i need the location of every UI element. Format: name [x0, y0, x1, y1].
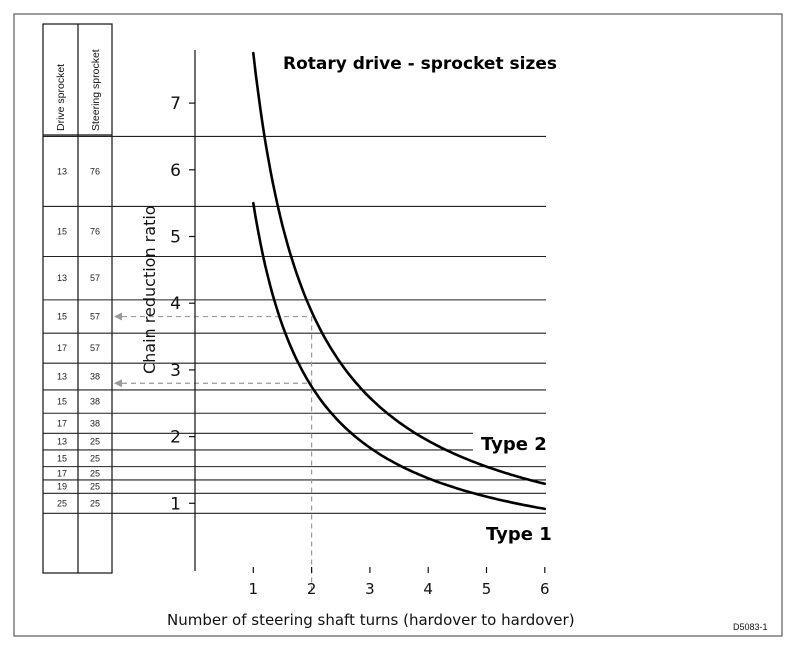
cell-drive-sprocket: 15	[57, 312, 67, 322]
label-type-1: Type 1	[486, 524, 552, 545]
x-tick-label: 1	[249, 580, 259, 598]
header-drive-sprocket: Drive sprocket	[55, 64, 67, 131]
cell-steering-sprocket: 57	[90, 273, 100, 283]
series-type-2-curve	[252, 51, 547, 486]
y-axis-label: Chain reduction ratio	[140, 205, 159, 374]
example-arrowhead	[114, 379, 122, 388]
reference-lines	[43, 135, 546, 514]
cell-steering-sprocket: 38	[90, 397, 100, 407]
x-tick-label: 3	[365, 580, 375, 598]
cell-steering-sprocket: 57	[90, 343, 100, 353]
cell-drive-sprocket: 17	[57, 343, 67, 353]
curves	[252, 51, 547, 511]
cell-steering-sprocket: 38	[90, 372, 100, 382]
y-tick-label: 2	[170, 428, 181, 448]
table-rows: 13 76 15 76 13 57 15 57 17 57 13 38 15 38 17 38 13 25 15 25…	[57, 166, 100, 508]
cell-drive-sprocket: 13	[57, 273, 67, 283]
cell-steering-sprocket: 25	[90, 482, 100, 492]
y-ticks: 1 2 3 4 5 6 7	[170, 94, 195, 514]
cell-drive-sprocket: 17	[57, 418, 67, 428]
cell-drive-sprocket: 15	[57, 226, 67, 236]
y-tick-label: 4	[170, 294, 181, 314]
y-tick-label: 5	[170, 228, 181, 248]
cell-steering-sprocket: 25	[90, 437, 100, 447]
outer-frame	[13, 13, 783, 637]
cell-steering-sprocket: 38	[90, 418, 100, 428]
example-arrowhead	[114, 312, 122, 321]
x-tick-label: 6	[540, 580, 550, 598]
y-tick-label: 6	[170, 161, 181, 181]
cell-steering-sprocket: 57	[90, 312, 100, 322]
cell-steering-sprocket: 76	[90, 166, 100, 176]
cell-drive-sprocket: 19	[57, 482, 67, 492]
x-axis-label: Number of steering shaft turns (hardover…	[167, 611, 575, 629]
x-tick-label: 5	[482, 580, 492, 598]
cell-drive-sprocket: 13	[57, 437, 67, 447]
cell-drive-sprocket: 17	[57, 468, 67, 478]
header-steering-sprocket: Steering sprocket	[90, 49, 102, 131]
y-tick-label: 1	[170, 494, 181, 514]
x-ticks: 1 2 3 4 5 6	[249, 567, 550, 598]
label-type-2: Type 2	[481, 434, 547, 455]
y-tick-label: 7	[170, 94, 181, 114]
x-tick-label: 2	[307, 580, 317, 598]
x-tick-label: 4	[423, 580, 433, 598]
cell-drive-sprocket: 25	[57, 498, 67, 508]
cell-drive-sprocket: 15	[57, 453, 67, 463]
figure-code: D5083-1	[733, 622, 768, 632]
chart-title: Rotary drive - sprocket sizes	[283, 54, 557, 74]
series-type-1-curve	[252, 201, 547, 511]
sprocket-table: Drive sprocket Steering sprocket 13 76 15 7…	[42, 23, 113, 574]
cell-drive-sprocket: 13	[57, 166, 67, 176]
cell-drive-sprocket: 15	[57, 397, 67, 407]
plot-area: 1 2 3 4 5 6 7 1 2 3 4 5 6	[43, 50, 550, 598]
cell-steering-sprocket: 76	[90, 226, 100, 236]
cell-steering-sprocket: 25	[90, 468, 100, 478]
cell-steering-sprocket: 25	[90, 498, 100, 508]
cell-steering-sprocket: 25	[90, 453, 100, 463]
cell-drive-sprocket: 13	[57, 372, 67, 382]
y-tick-label: 3	[170, 361, 181, 381]
